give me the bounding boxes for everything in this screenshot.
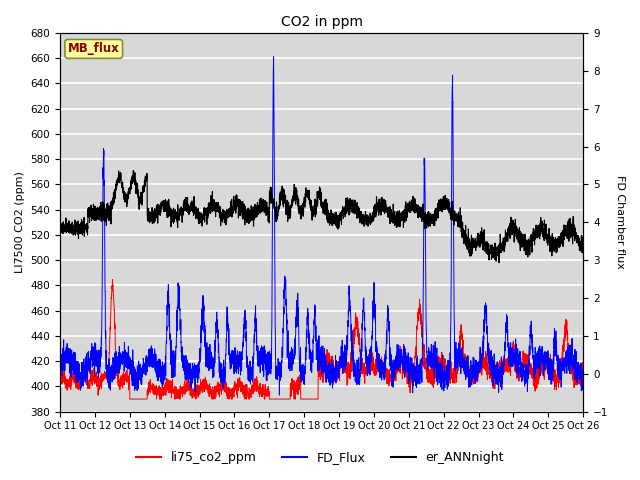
Legend: li75_co2_ppm, FD_Flux, er_ANNnight: li75_co2_ppm, FD_Flux, er_ANNnight: [131, 446, 509, 469]
Y-axis label: LI7500 CO2 (ppm): LI7500 CO2 (ppm): [15, 171, 25, 273]
Text: MB_flux: MB_flux: [68, 42, 120, 55]
Y-axis label: FD Chamber flux: FD Chamber flux: [615, 175, 625, 269]
Title: CO2 in ppm: CO2 in ppm: [280, 15, 363, 29]
